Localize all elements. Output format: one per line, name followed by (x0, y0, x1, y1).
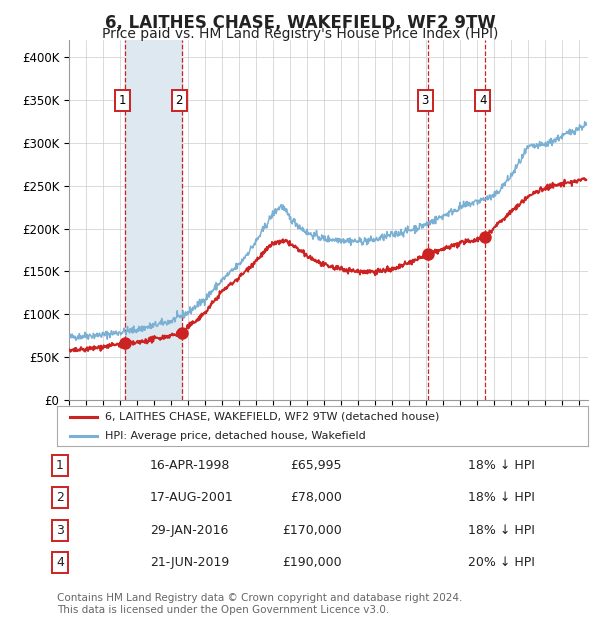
Text: 18% ↓ HPI: 18% ↓ HPI (468, 459, 535, 472)
Text: 4: 4 (56, 556, 64, 569)
Text: 21-JUN-2019: 21-JUN-2019 (150, 556, 229, 569)
Text: 2: 2 (56, 492, 64, 504)
Text: 2: 2 (175, 94, 183, 107)
Text: 3: 3 (56, 524, 64, 536)
Text: 3: 3 (421, 94, 429, 107)
Text: £78,000: £78,000 (290, 492, 342, 504)
Text: £65,995: £65,995 (290, 459, 342, 472)
Text: 20% ↓ HPI: 20% ↓ HPI (468, 556, 535, 569)
Text: 16-APR-1998: 16-APR-1998 (150, 459, 230, 472)
Text: 6, LAITHES CHASE, WAKEFIELD, WF2 9TW (detached house): 6, LAITHES CHASE, WAKEFIELD, WF2 9TW (de… (105, 412, 439, 422)
Text: Price paid vs. HM Land Registry's House Price Index (HPI): Price paid vs. HM Land Registry's House … (102, 27, 498, 41)
Text: £170,000: £170,000 (282, 524, 342, 536)
Text: 1: 1 (56, 459, 64, 472)
Text: 18% ↓ HPI: 18% ↓ HPI (468, 524, 535, 536)
Text: HPI: Average price, detached house, Wakefield: HPI: Average price, detached house, Wake… (105, 430, 365, 441)
Text: £190,000: £190,000 (283, 556, 342, 569)
Text: 17-AUG-2001: 17-AUG-2001 (150, 492, 234, 504)
Text: 18% ↓ HPI: 18% ↓ HPI (468, 492, 535, 504)
Text: 1: 1 (119, 94, 126, 107)
Text: 29-JAN-2016: 29-JAN-2016 (150, 524, 229, 536)
Text: 4: 4 (479, 94, 487, 107)
Text: 6, LAITHES CHASE, WAKEFIELD, WF2 9TW: 6, LAITHES CHASE, WAKEFIELD, WF2 9TW (104, 14, 496, 32)
Text: Contains HM Land Registry data © Crown copyright and database right 2024.
This d: Contains HM Land Registry data © Crown c… (57, 593, 463, 615)
Bar (125, 40, 182, 400)
